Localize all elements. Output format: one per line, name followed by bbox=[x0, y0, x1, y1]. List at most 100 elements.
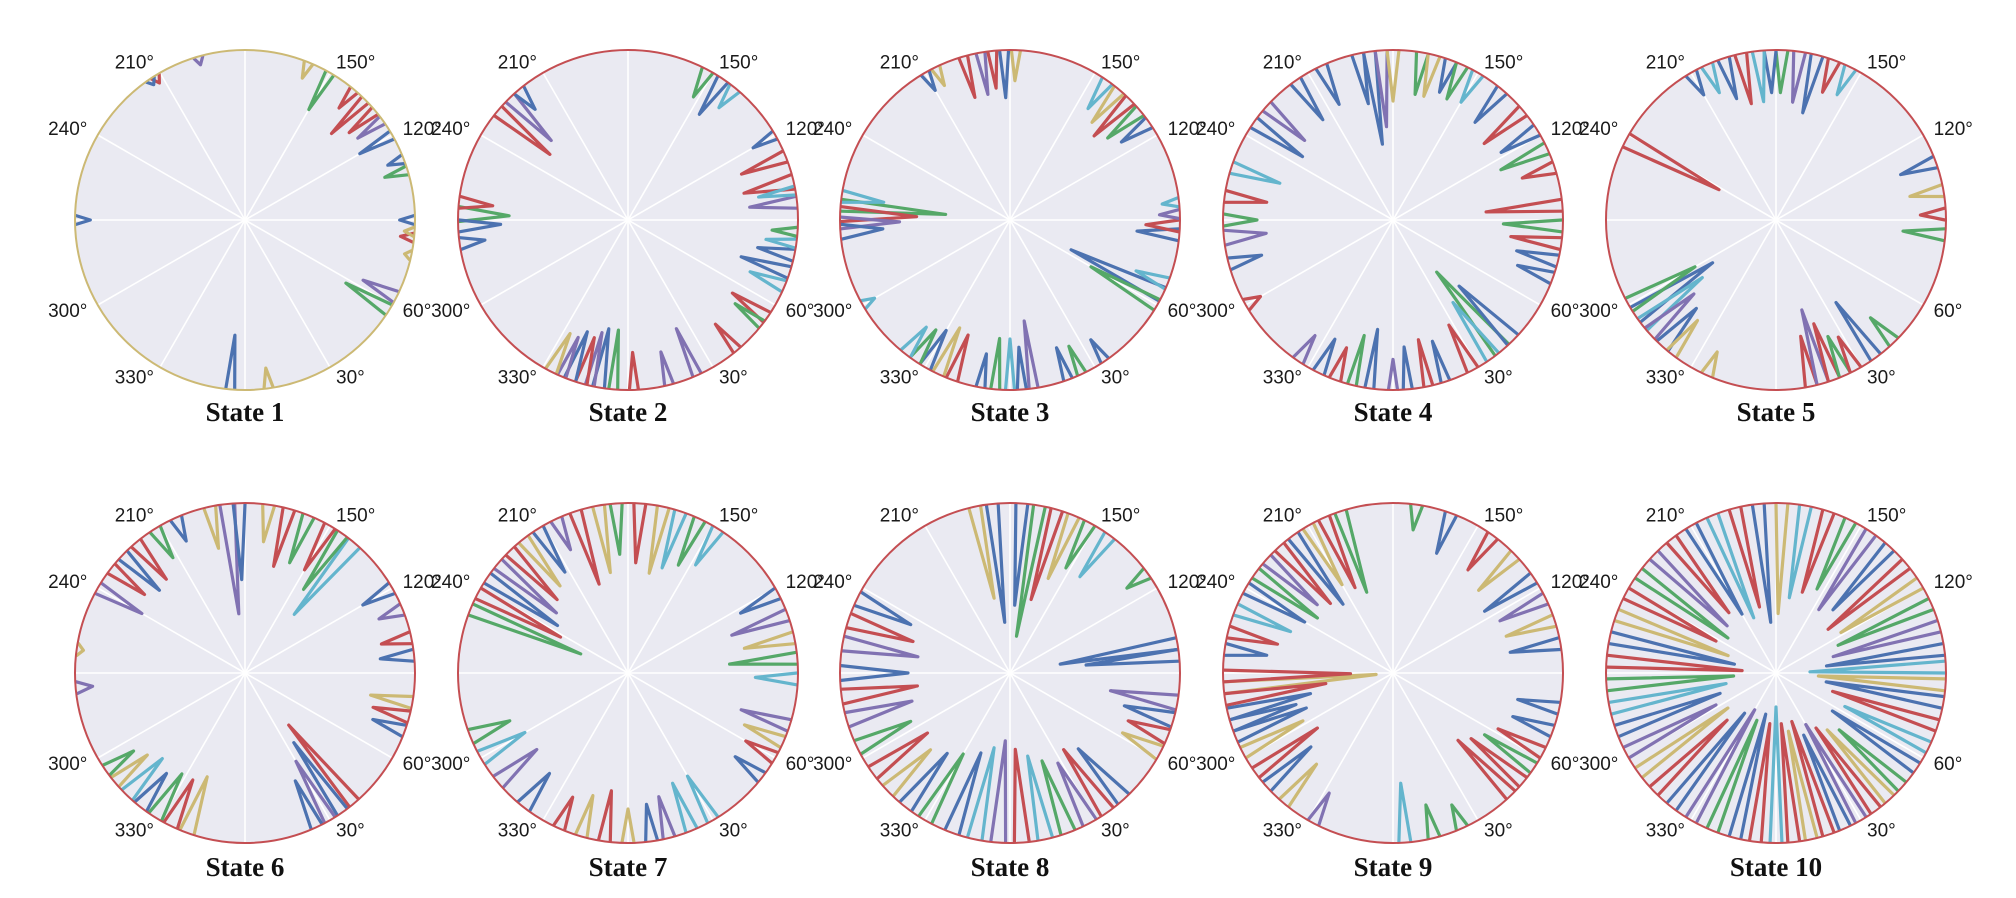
trace-spike bbox=[1004, 337, 1016, 391]
trace-spike bbox=[739, 255, 793, 280]
trace-spike bbox=[1067, 344, 1087, 377]
trace-spike bbox=[764, 237, 798, 250]
trace-spike bbox=[1242, 581, 1307, 624]
trace-spike bbox=[1837, 728, 1908, 792]
trace-spike bbox=[403, 249, 413, 262]
trace-spike bbox=[1089, 338, 1110, 365]
trace-spike bbox=[974, 51, 990, 96]
trace-spike bbox=[1605, 674, 1736, 693]
trace-spike bbox=[1831, 541, 1895, 612]
trace-spike bbox=[1232, 602, 1293, 634]
angle-gridline bbox=[542, 525, 629, 674]
panel-title: State 2 bbox=[588, 397, 668, 427]
plot-rim bbox=[839, 49, 1181, 391]
trace-spike bbox=[1774, 502, 1790, 616]
angle-tick-label: 60° bbox=[786, 301, 815, 322]
trace-spike bbox=[1621, 132, 1721, 192]
trace-spike bbox=[1459, 69, 1485, 104]
angle-gridline bbox=[1392, 587, 1541, 674]
trace-spike bbox=[676, 515, 707, 567]
trace-spike bbox=[1634, 567, 1730, 640]
angle-tick-label: 210° bbox=[880, 505, 919, 526]
trace-spike bbox=[945, 333, 970, 383]
angle-tick-label: 300° bbox=[1579, 301, 1618, 322]
trace-spike bbox=[1333, 508, 1369, 594]
panel-title: State 7 bbox=[588, 852, 668, 882]
angle-gridline bbox=[244, 219, 331, 368]
trace-spike bbox=[1613, 608, 1730, 658]
trace-spike bbox=[1700, 350, 1719, 379]
angle-tick-label: 30° bbox=[336, 368, 365, 389]
angle-tick-label: 300° bbox=[813, 754, 852, 775]
trace-spike bbox=[1076, 747, 1131, 805]
trace-spike bbox=[1498, 592, 1549, 623]
angle-tick-label: 330° bbox=[1263, 821, 1302, 842]
trace-spike bbox=[1223, 189, 1269, 204]
trace-spike bbox=[757, 184, 797, 199]
plot-rim bbox=[1605, 502, 1947, 844]
trace-spike bbox=[1084, 647, 1181, 667]
angle-gridline bbox=[1009, 219, 1096, 368]
angle-tick-label: 300° bbox=[431, 754, 470, 775]
angle-gridline bbox=[480, 219, 629, 306]
polar-panel: 30° 60° 120° 150° 210° 240° 300° 330° bbox=[431, 483, 825, 863]
trace-spike bbox=[293, 779, 324, 831]
trace-spike bbox=[192, 54, 205, 67]
angle-gridline bbox=[627, 219, 776, 306]
angle-tick-label: 210° bbox=[1263, 505, 1302, 526]
trace-spike bbox=[739, 708, 793, 733]
trace-spike bbox=[371, 705, 412, 724]
angle-tick-label: 210° bbox=[1646, 52, 1685, 73]
angle-tick-label: 30° bbox=[1867, 821, 1896, 842]
plot-rim bbox=[1605, 49, 1947, 391]
angle-gridline bbox=[1392, 672, 1541, 759]
angle-tick-label: 330° bbox=[115, 821, 154, 842]
trace-spike bbox=[644, 802, 659, 843]
polar-plot: 30° 60° 120° 150° 210° 240° 300° 330° bbox=[48, 49, 442, 391]
trace-spike bbox=[1613, 691, 1722, 738]
trace-spike bbox=[1814, 726, 1882, 815]
trace-spike bbox=[347, 106, 379, 135]
trace-spike bbox=[94, 581, 144, 616]
trace-spike bbox=[918, 328, 948, 371]
trace-spike bbox=[733, 755, 767, 784]
trace-spike bbox=[742, 723, 787, 749]
trace-spike bbox=[607, 328, 620, 391]
trace-spike bbox=[1774, 49, 1790, 95]
trace-spike bbox=[1457, 284, 1520, 347]
trace-spike bbox=[920, 69, 937, 92]
trace-spike bbox=[344, 281, 393, 317]
trace-spike bbox=[1350, 52, 1370, 106]
trace-spike bbox=[1447, 323, 1480, 374]
trace-spike bbox=[300, 60, 314, 80]
trace-spike bbox=[1802, 733, 1852, 832]
trace-spike bbox=[288, 512, 316, 565]
trace-spike bbox=[402, 225, 416, 238]
polar-panel: 30° 60° 120° 150° 210° 240° 300° 330° bbox=[1579, 30, 1973, 410]
trace-spike bbox=[1815, 517, 1857, 591]
angle-gridline bbox=[1307, 525, 1394, 674]
trace-spike bbox=[753, 671, 799, 687]
trace-spike bbox=[1078, 531, 1116, 579]
trace-spike bbox=[899, 325, 928, 359]
trace-spike bbox=[504, 92, 553, 143]
panel-title: State 6 bbox=[205, 852, 285, 882]
trace-spike bbox=[1665, 711, 1747, 812]
trace-spike bbox=[457, 218, 503, 234]
angle-gridline bbox=[97, 587, 246, 674]
angle-tick-label: 30° bbox=[1101, 821, 1130, 842]
angle-gridline bbox=[1775, 672, 1924, 759]
angle-tick-label: 60° bbox=[403, 754, 432, 775]
angle-gridline bbox=[1307, 219, 1394, 368]
trace-spike bbox=[1015, 345, 1028, 391]
trace-spike bbox=[1385, 49, 1401, 103]
panel-title: State 8 bbox=[970, 852, 1050, 882]
trace-spike bbox=[261, 503, 276, 544]
trace-spike bbox=[458, 236, 487, 251]
trace-spike bbox=[517, 534, 562, 588]
angle-tick-label: 120° bbox=[403, 572, 442, 593]
trace-spike bbox=[989, 336, 1002, 391]
trace-spike bbox=[262, 366, 275, 390]
trace-spike bbox=[467, 719, 512, 745]
trace-spike bbox=[1223, 642, 1269, 657]
